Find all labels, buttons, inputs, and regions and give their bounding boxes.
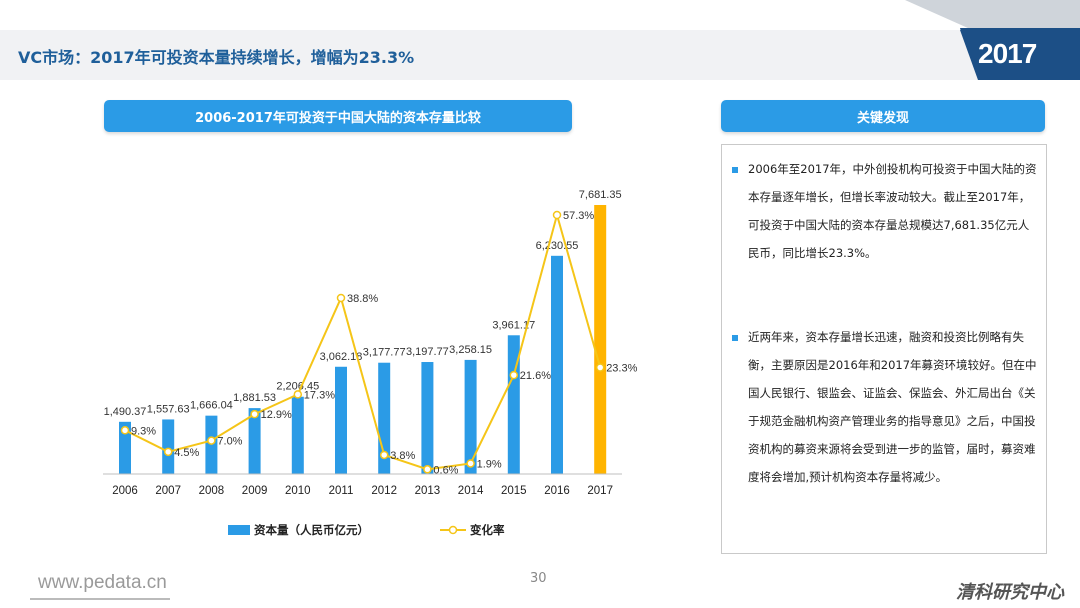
rate-point [466, 459, 475, 468]
rate-label: 38.8% [347, 293, 378, 305]
rate-point [552, 210, 562, 220]
x-tick-label: 2009 [242, 485, 268, 497]
year-badge: 2017 [978, 38, 1037, 69]
bar [248, 408, 261, 474]
bar [507, 335, 520, 474]
bar-value-label: 7,681.35 [579, 189, 622, 201]
x-tick-label: 2010 [285, 485, 311, 497]
rate-label: 23.3% [606, 362, 637, 374]
x-tick-label: 2011 [329, 485, 354, 497]
finding-text: 近两年来，资本存量增长迅速，融资和投资比例略有失衡，主要原因是2016年和201… [748, 330, 1037, 484]
bullet-icon [732, 167, 738, 173]
x-tick-label: 2008 [199, 485, 225, 497]
bar [291, 396, 304, 474]
legend-bar-swatch [228, 525, 250, 535]
bar-value-label: 1,881.53 [233, 392, 276, 404]
bar-value-label: 1,557.63 [147, 403, 190, 415]
rate-label: 3.8% [390, 450, 415, 462]
x-tick-label: 2014 [458, 485, 484, 497]
finding-text: 2006年至2017年，中外创投机构可投资于中国大陆的资本存量逐年增长，但增长率… [748, 162, 1037, 260]
year-badge-background [960, 30, 1080, 80]
rate-point [120, 426, 130, 435]
x-tick-label: 2007 [155, 485, 181, 497]
bar-series: 1,490.37 1,557.63 1,666.041,881.532,206.45… [104, 189, 622, 474]
footer-url: www.pedata.cn [38, 572, 167, 593]
x-tick-label: 2017 [587, 485, 613, 497]
header-decoration-front [960, 30, 1080, 80]
x-tick-label: 2006 [112, 485, 138, 497]
rate-point [595, 363, 605, 372]
rate-label: 17.3% [304, 389, 335, 401]
bar-value-label: 3,197.77 [406, 346, 449, 358]
bar-value-label: 2,206.45 [276, 381, 319, 393]
rate-point [509, 370, 519, 380]
bullet-icon [732, 335, 738, 341]
rate-point [336, 293, 346, 303]
rate-point [423, 465, 432, 474]
legend-line-marker [448, 525, 458, 535]
rate-series: 9.3% 4.5% 7.0% 12.9% 17.3% 38.8% 3.8% 0.6% 1.9% 2… [120, 210, 638, 476]
rate-label: 0.6% [433, 464, 458, 476]
brand-logo: 清科研究中心 [956, 582, 1064, 603]
x-tick-label: 2013 [415, 485, 441, 497]
page-number: 30 [530, 571, 547, 586]
rate-label: 57.3% [563, 210, 594, 222]
bar-value-label: 1,666.04 [190, 400, 233, 412]
bar-value-label: 3,258.15 [449, 344, 492, 356]
rate-label: 4.5% [174, 447, 199, 459]
rate-label: 21.6% [520, 370, 551, 382]
bar [119, 421, 131, 474]
x-tick-label: 2012 [371, 485, 397, 497]
rate-point [207, 436, 216, 445]
rate-label: 1.9% [477, 458, 502, 470]
chart-header: 2006-2017年可投资于中国大陆的资本存量比较 [104, 100, 572, 132]
slide-title: VC市场：2017年可投资本量持续增长，增幅为23.3% [18, 48, 415, 67]
findings-header: 关键发现 [721, 100, 1045, 132]
legend-bar-label: 资本量（人民币亿元） [254, 523, 369, 537]
capital-chart: 1,490.37 1,557.63 1,666.041,881.532,206.45… [103, 189, 638, 537]
rate-label: 12.9% [261, 409, 292, 421]
rate-point [293, 390, 303, 399]
x-axis: 2006 2007 2008 2009 2010 2011 2012 2013 2014 2015… [103, 473, 622, 497]
bar [464, 359, 477, 474]
rate-label: 9.3% [131, 425, 156, 437]
bar [335, 366, 347, 474]
rate-line [124, 211, 602, 471]
legend-line-label: 变化率 [470, 523, 505, 537]
bar [551, 255, 563, 474]
x-tick-label: 2015 [501, 485, 527, 497]
bar-value-label: 1,490.37 [104, 406, 147, 418]
bar-value-label: 3,062.18 [320, 351, 363, 363]
x-tick-label: 2016 [544, 485, 570, 497]
rate-point [250, 409, 259, 419]
bar-value-label: 6,230.55 [536, 240, 579, 252]
chart-legend: 资本量（人民币亿元） 变化率 [228, 523, 505, 537]
rate-point [163, 447, 173, 457]
bar [421, 362, 434, 474]
rate-label: 7.0% [217, 436, 242, 448]
findings-panel: 2006年至2017年，中外创投机构可投资于中国大陆的资本存量逐年增长，但增长率… [721, 144, 1047, 554]
bar-value-label: 3,961.17 [492, 319, 535, 331]
bar [162, 419, 175, 474]
bar-value-label: 3,177.77 [363, 347, 406, 359]
title-bar [0, 30, 1080, 80]
footer-divider [30, 598, 170, 600]
bar [594, 205, 607, 474]
rate-point [379, 450, 389, 460]
